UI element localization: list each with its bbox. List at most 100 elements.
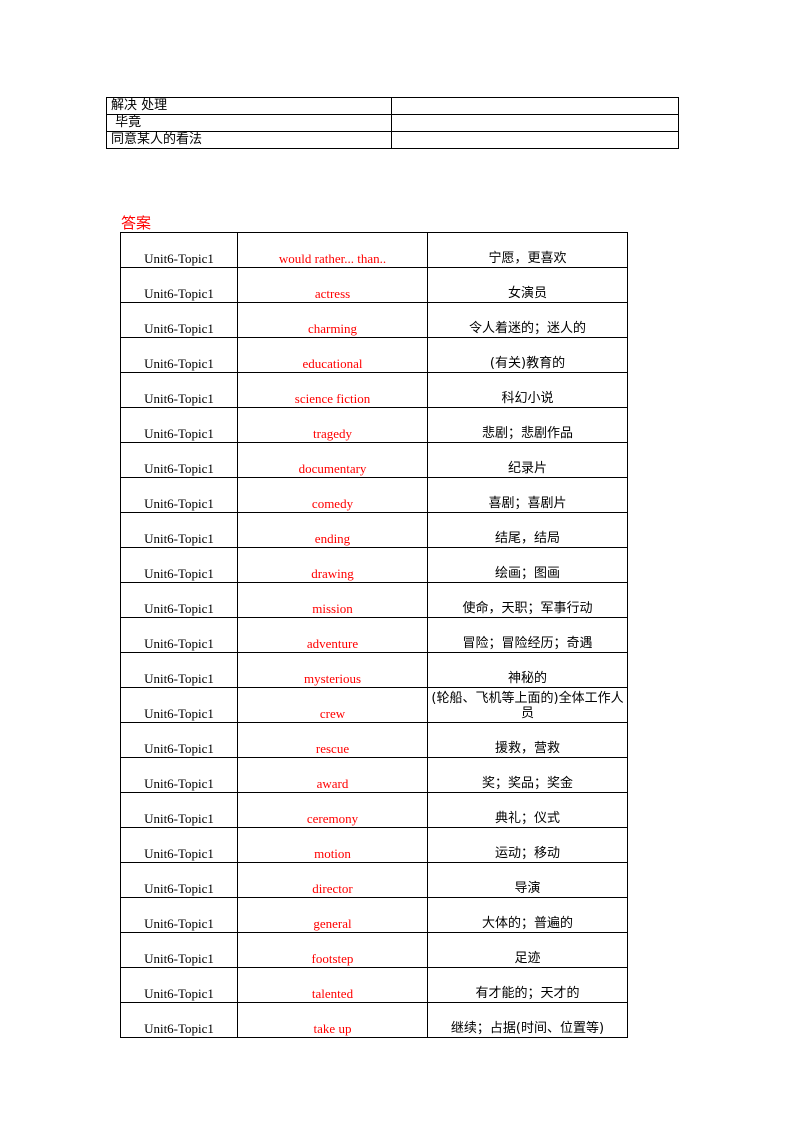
table-row: 解决 处理: [106, 97, 679, 115]
word-cell: crew: [237, 687, 428, 723]
unit-cell: Unit6-Topic1: [120, 337, 238, 373]
unit-cell: Unit6-Topic1: [120, 687, 238, 723]
meaning-cell: 继续；占据(时间、位置等): [427, 1002, 628, 1038]
meaning-cell: 运动；移动: [427, 827, 628, 863]
table-row: Unit6-Topic1 charming 令人着迷的；迷人的: [120, 302, 628, 338]
word-cell: footstep: [237, 932, 428, 968]
unit-cell: Unit6-Topic1: [120, 932, 238, 968]
word-cell: general: [237, 897, 428, 933]
table-row: Unit6-Topic1 documentary 纪录片: [120, 442, 628, 478]
answer-heading: 答案: [121, 214, 152, 232]
unit-cell: Unit6-Topic1: [120, 407, 238, 443]
word-cell: tragedy: [237, 407, 428, 443]
meaning-cell: 绘画；图画: [427, 547, 628, 583]
word-cell: adventure: [237, 617, 428, 653]
word-cell: science fiction: [237, 372, 428, 408]
word-cell: documentary: [237, 442, 428, 478]
vocabulary-exercise-table: 解决 处理 毕竟 同意某人的看法: [106, 97, 679, 149]
unit-cell: Unit6-Topic1: [120, 792, 238, 828]
word-cell: take up: [237, 1002, 428, 1038]
meaning-cell: 援救，营救: [427, 722, 628, 758]
answer-blank-cell: [391, 97, 679, 115]
meaning-cell: 令人着迷的；迷人的: [427, 302, 628, 338]
unit-cell: Unit6-Topic1: [120, 477, 238, 513]
table-row: Unit6-Topic1 motion 运动；移动: [120, 827, 628, 863]
word-cell: director: [237, 862, 428, 898]
table-row: Unit6-Topic1 drawing 绘画；图画: [120, 547, 628, 583]
word-cell: talented: [237, 967, 428, 1003]
table-row: Unit6-Topic1 actress 女演员: [120, 267, 628, 303]
unit-cell: Unit6-Topic1: [120, 267, 238, 303]
meaning-cell: 宁愿，更喜欢: [427, 232, 628, 268]
meaning-cell: 使命，天职；军事行动: [427, 582, 628, 618]
unit-cell: Unit6-Topic1: [120, 827, 238, 863]
unit-cell: Unit6-Topic1: [120, 897, 238, 933]
word-cell: rescue: [237, 722, 428, 758]
table-row: Unit6-Topic1 footstep 足迹: [120, 932, 628, 968]
unit-cell: Unit6-Topic1: [120, 652, 238, 688]
table-row: Unit6-Topic1 ending 结尾，结局: [120, 512, 628, 548]
unit-cell: Unit6-Topic1: [120, 967, 238, 1003]
word-cell: would rather... than..: [237, 232, 428, 268]
unit-cell: Unit6-Topic1: [120, 372, 238, 408]
unit-cell: Unit6-Topic1: [120, 442, 238, 478]
table-row: Unit6-Topic1 ceremony 典礼；仪式: [120, 792, 628, 828]
meaning-cell: 奖；奖品；奖金: [427, 757, 628, 793]
unit-cell: Unit6-Topic1: [120, 862, 238, 898]
table-row: Unit6-Topic1 comedy 喜剧；喜剧片: [120, 477, 628, 513]
unit-cell: Unit6-Topic1: [120, 582, 238, 618]
table-row: Unit6-Topic1 tragedy 悲剧；悲剧作品: [120, 407, 628, 443]
word-cell: award: [237, 757, 428, 793]
table-row: Unit6-Topic1 adventure 冒险；冒险经历；奇遇: [120, 617, 628, 653]
word-cell: ending: [237, 512, 428, 548]
word-cell: mission: [237, 582, 428, 618]
table-row: Unit6-Topic1 award 奖；奖品；奖金: [120, 757, 628, 793]
meaning-cell: (轮船、飞机等上面的)全体工作人员: [427, 687, 628, 723]
meaning-cell: 大体的；普遍的: [427, 897, 628, 933]
table-row: Unit6-Topic1 mission 使命，天职；军事行动: [120, 582, 628, 618]
table-row: Unit6-Topic1 general 大体的；普遍的: [120, 897, 628, 933]
word-cell: motion: [237, 827, 428, 863]
table-row: 同意某人的看法: [106, 131, 679, 149]
word-cell: mysterious: [237, 652, 428, 688]
meaning-cell: 导演: [427, 862, 628, 898]
table-row: 毕竟: [106, 114, 679, 132]
unit-cell: Unit6-Topic1: [120, 302, 238, 338]
word-cell: comedy: [237, 477, 428, 513]
meaning-cell: 女演员: [427, 267, 628, 303]
answer-blank-cell: [391, 131, 679, 149]
phrase-cell: 同意某人的看法: [106, 131, 392, 149]
unit-cell: Unit6-Topic1: [120, 1002, 238, 1038]
meaning-cell: 结尾，结局: [427, 512, 628, 548]
unit-cell: Unit6-Topic1: [120, 547, 238, 583]
unit-cell: Unit6-Topic1: [120, 757, 238, 793]
word-cell: charming: [237, 302, 428, 338]
unit-cell: Unit6-Topic1: [120, 617, 238, 653]
table-row: Unit6-Topic1 talented 有才能的；天才的: [120, 967, 628, 1003]
unit-cell: Unit6-Topic1: [120, 722, 238, 758]
meaning-cell: (有关)教育的: [427, 337, 628, 373]
unit-cell: Unit6-Topic1: [120, 512, 238, 548]
unit-cell: Unit6-Topic1: [120, 232, 238, 268]
answer-table: Unit6-Topic1 would rather... than.. 宁愿，更喜欢…: [120, 232, 628, 1038]
phrase-cell: 解决 处理: [106, 97, 392, 115]
table-row: Unit6-Topic1 mysterious 神秘的: [120, 652, 628, 688]
word-cell: drawing: [237, 547, 428, 583]
meaning-cell: 喜剧；喜剧片: [427, 477, 628, 513]
word-cell: actress: [237, 267, 428, 303]
meaning-cell: 足迹: [427, 932, 628, 968]
table-row: Unit6-Topic1 take up 继续；占据(时间、位置等): [120, 1002, 628, 1038]
answer-blank-cell: [391, 114, 679, 132]
table-row: Unit6-Topic1 educational (有关)教育的: [120, 337, 628, 373]
word-cell: ceremony: [237, 792, 428, 828]
meaning-cell: 典礼；仪式: [427, 792, 628, 828]
table-row: Unit6-Topic1 crew (轮船、飞机等上面的)全体工作人员: [120, 687, 628, 723]
table-row: Unit6-Topic1 rescue 援救，营救: [120, 722, 628, 758]
meaning-cell: 悲剧；悲剧作品: [427, 407, 628, 443]
meaning-cell: 冒险；冒险经历；奇遇: [427, 617, 628, 653]
meaning-cell: 纪录片: [427, 442, 628, 478]
meaning-cell: 神秘的: [427, 652, 628, 688]
table-row: Unit6-Topic1 would rather... than.. 宁愿，更喜欢: [120, 232, 628, 268]
table-row: Unit6-Topic1 director 导演: [120, 862, 628, 898]
